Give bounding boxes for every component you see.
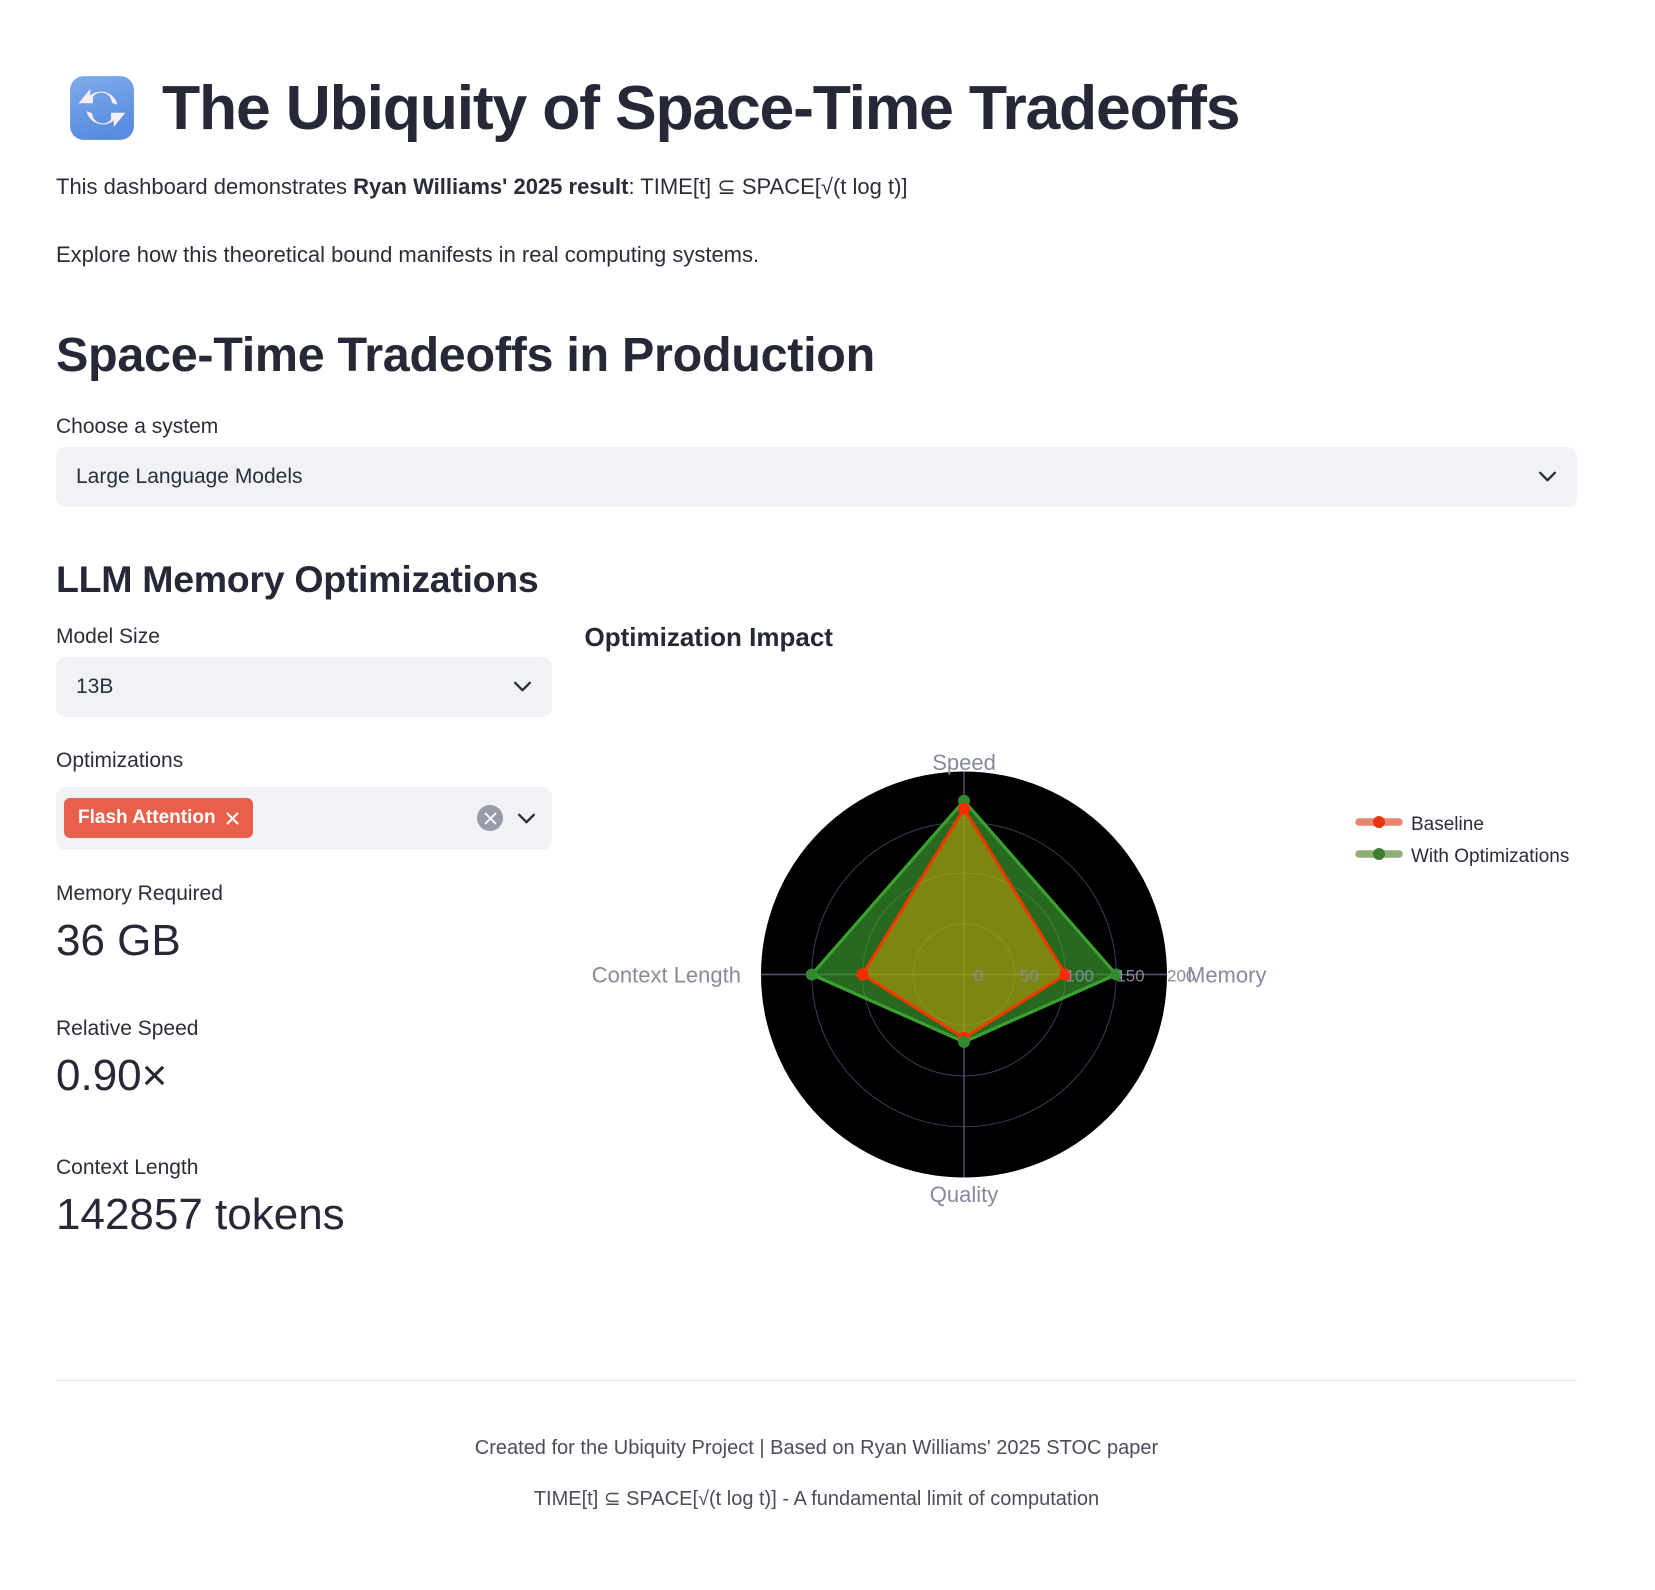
svg-text:Memory: Memory (1187, 962, 1266, 987)
svg-text:Quality: Quality (929, 1182, 997, 1207)
svg-text:0: 0 (974, 966, 983, 985)
svg-text:150: 150 (1116, 966, 1144, 985)
svg-text:50: 50 (1019, 966, 1038, 985)
svg-text:Context Length: Context Length (591, 962, 740, 987)
svg-text:Baseline: Baseline (1411, 814, 1484, 835)
svg-text:200: 200 (1167, 966, 1195, 985)
svg-text:Speed: Speed (932, 750, 996, 775)
svg-text:With Optimizations: With Optimizations (1411, 846, 1569, 867)
svg-text:100: 100 (1065, 966, 1093, 985)
